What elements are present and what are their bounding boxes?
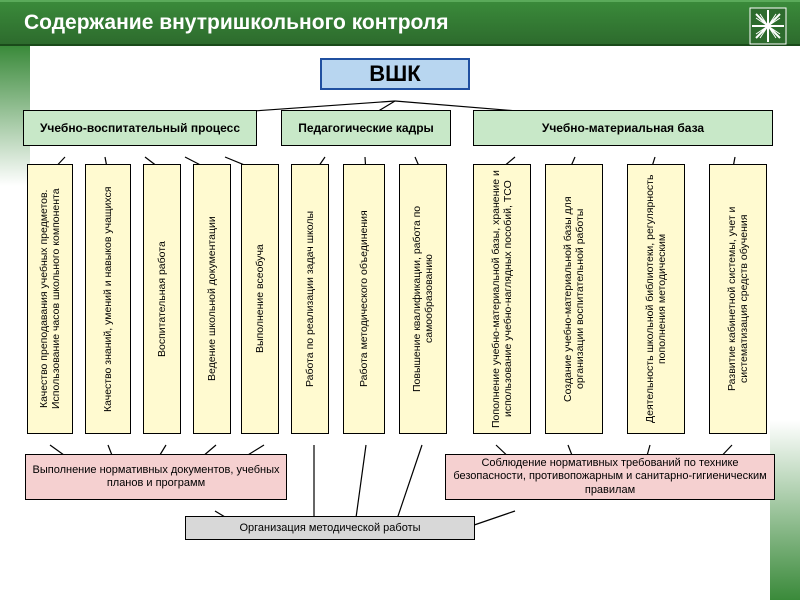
category-label: Педагогические кадры	[298, 121, 434, 135]
detail-box-3: Ведение школьной документации	[193, 164, 231, 434]
logo-icon	[748, 6, 788, 46]
detail-box-2: Воспитательная работа	[143, 164, 181, 434]
title-bar: Содержание внутришкольного контроля	[0, 0, 800, 46]
root-label: ВШК	[369, 61, 420, 87]
detail-box-7: Повышение квалификации, работа по самооб…	[399, 164, 447, 434]
category-box-0: Учебно-воспитательный процесс	[23, 110, 257, 146]
pink-box-right: Соблюдение нормативных требований по тех…	[445, 454, 775, 500]
detail-box-0: Качество преподавания учебных предметов.…	[27, 164, 73, 434]
detail-box-4: Выполнение всеобуча	[241, 164, 279, 434]
pink-box-left: Выполнение нормативных документов, учебн…	[25, 454, 287, 500]
category-box-1: Педагогические кадры	[281, 110, 451, 146]
category-label: Учебно-воспитательный процесс	[40, 121, 240, 135]
category-box-2: Учебно-материальная база	[473, 110, 773, 146]
detail-box-5: Работа по реализации задач школы	[291, 164, 329, 434]
detail-box-9: Создание учебно-материальной базы для ор…	[545, 164, 603, 434]
gray-box: Организация методической работы	[185, 516, 475, 540]
detail-box-10: Деятельность школьной библиотеки, регуля…	[627, 164, 685, 434]
detail-box-8: Пополнение учебно-материальной базы, хра…	[473, 164, 531, 434]
category-label: Учебно-материальная база	[542, 121, 704, 135]
diagram-area: ВШК Учебно-воспитательный процесс Педаго…	[15, 58, 785, 580]
detail-box-1: Качество знаний, умений и навыков учащих…	[85, 164, 131, 434]
detail-box-6: Работа методического объединения	[343, 164, 385, 434]
detail-box-11: Развитие кабинетной системы, учет и сист…	[709, 164, 767, 434]
page-title: Содержание внутришкольного контроля	[24, 11, 448, 35]
root-box: ВШК	[320, 58, 470, 90]
